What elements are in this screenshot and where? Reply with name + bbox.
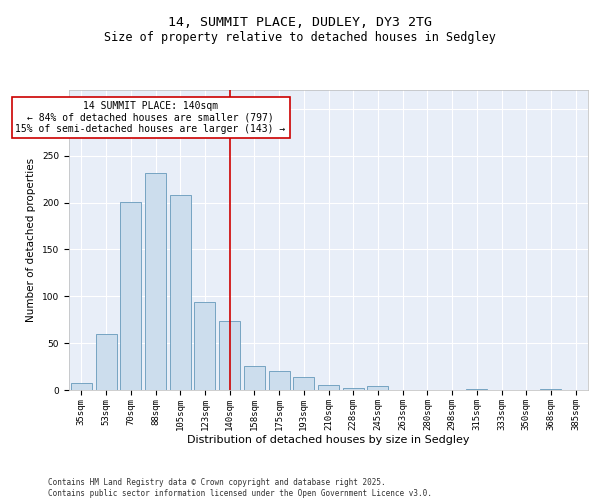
Bar <box>244 366 265 390</box>
Y-axis label: Number of detached properties: Number of detached properties <box>26 158 37 322</box>
Bar <box>293 377 314 390</box>
Bar <box>466 389 487 390</box>
Bar <box>269 371 290 390</box>
X-axis label: Distribution of detached houses by size in Sedgley: Distribution of detached houses by size … <box>187 436 470 446</box>
Bar <box>194 302 215 390</box>
Bar <box>120 202 141 390</box>
Bar <box>145 172 166 390</box>
Bar <box>318 386 339 390</box>
Text: 14 SUMMIT PLACE: 140sqm
← 84% of detached houses are smaller (797)
15% of semi-d: 14 SUMMIT PLACE: 140sqm ← 84% of detache… <box>16 101 286 134</box>
Text: 14, SUMMIT PLACE, DUDLEY, DY3 2TG: 14, SUMMIT PLACE, DUDLEY, DY3 2TG <box>168 16 432 29</box>
Bar <box>170 195 191 390</box>
Bar <box>541 389 562 390</box>
Text: Size of property relative to detached houses in Sedgley: Size of property relative to detached ho… <box>104 31 496 44</box>
Bar <box>95 334 116 390</box>
Bar <box>343 388 364 390</box>
Bar <box>71 382 92 390</box>
Text: Contains HM Land Registry data © Crown copyright and database right 2025.
Contai: Contains HM Land Registry data © Crown c… <box>48 478 432 498</box>
Bar <box>219 320 240 390</box>
Bar <box>367 386 388 390</box>
